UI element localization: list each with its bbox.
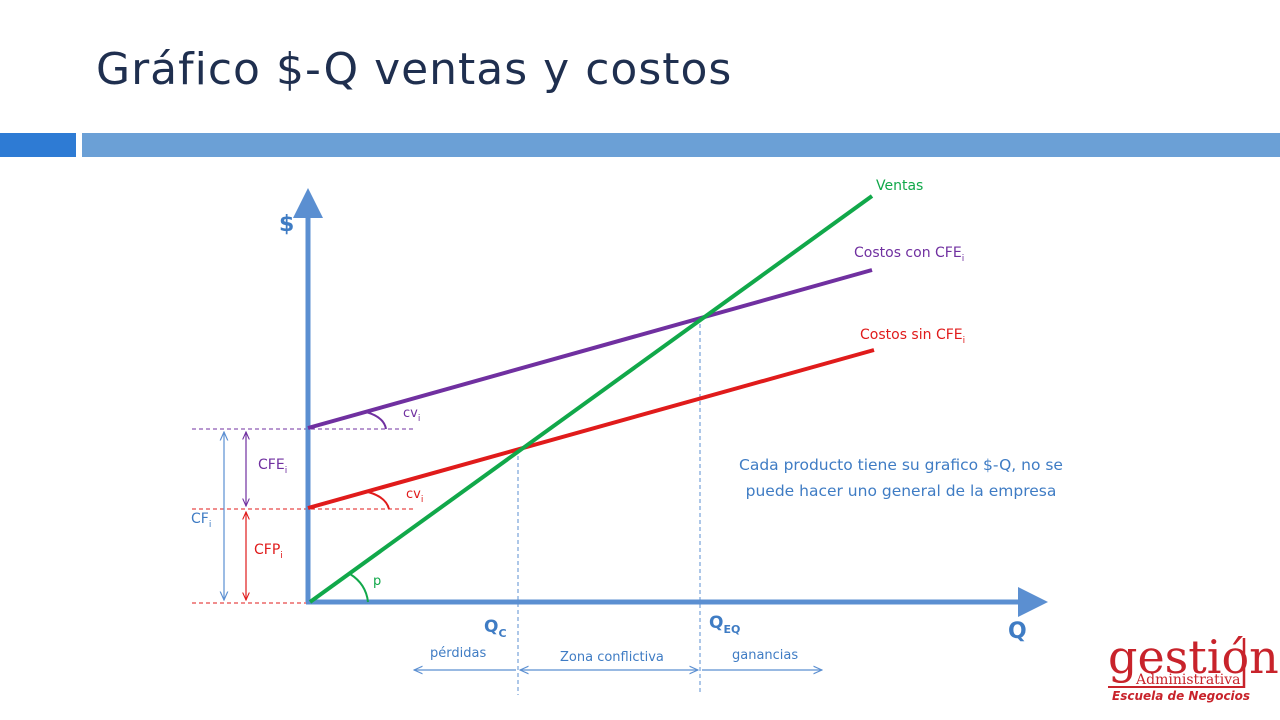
perdidas-label: pérdidas [430,646,486,661]
ventas-label: Ventas [876,178,923,194]
qeq-label: QEQ [709,613,740,636]
logo-main-text: gestión [1108,630,1279,684]
ganancias-label: ganancias [732,648,798,663]
cv-lower-angle-arc [367,491,390,510]
x-axis-label: Q [1008,619,1027,644]
logo-underline [1108,686,1244,688]
logo-tagline: Escuela de Negocios [1112,689,1250,703]
ventas-line [308,194,874,604]
note-line-2: puede hacer uno general de la empresa [746,482,1057,500]
note-line-1: Cada producto tiene su grafico $-Q, no s… [739,456,1063,474]
cv-upper-label: cvi [403,406,420,424]
p-angle-arc [349,573,369,603]
costos-sin-cfe-label: Costos sin CFEi [860,327,965,346]
costos-con-cfe-label: Costos con CFEi [854,245,964,264]
cfp-label: CFPi [254,542,283,561]
gestion-logo: gestión Administrativa Escuela de Negoci… [1108,630,1279,703]
cfe-label: CFEi [258,457,287,476]
p-label: p [373,574,381,589]
costos-con-cfe-line [307,268,873,430]
cv-lower-label: cvi [406,487,423,505]
header-accent-bar [0,133,76,157]
cf-label: CFi [191,511,211,530]
page-title: Gráfico $-Q ventas y costos [96,44,733,95]
zona-conflictiva-label: Zona conflictiva [560,650,664,665]
header-bar [82,133,1280,157]
y-axis-label: $ [279,212,294,237]
costos-sin-cfe-line [307,348,875,510]
qc-label: QC [484,617,507,640]
cv-upper-angle-arc [365,411,387,430]
logo-sub-text: Administrativa [1135,672,1241,688]
